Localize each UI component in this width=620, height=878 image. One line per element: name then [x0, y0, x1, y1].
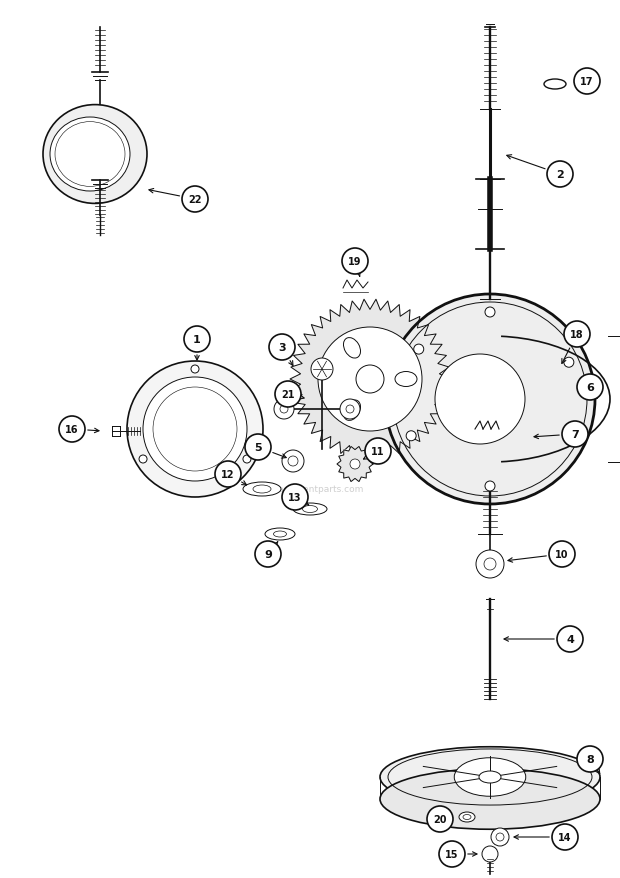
Circle shape [547, 162, 573, 188]
Polygon shape [337, 447, 373, 482]
Circle shape [552, 824, 578, 850]
Ellipse shape [50, 118, 130, 191]
Ellipse shape [243, 482, 281, 496]
Ellipse shape [454, 758, 526, 796]
Ellipse shape [343, 400, 360, 421]
Circle shape [59, 416, 85, 443]
Text: 14: 14 [558, 832, 572, 842]
Circle shape [269, 335, 295, 361]
Circle shape [485, 307, 495, 318]
Text: 17: 17 [580, 77, 594, 87]
Ellipse shape [544, 80, 566, 90]
Circle shape [182, 187, 208, 212]
Circle shape [577, 375, 603, 400]
Circle shape [564, 358, 574, 368]
Circle shape [562, 421, 588, 448]
Circle shape [414, 345, 423, 355]
Ellipse shape [143, 378, 247, 481]
Text: 1: 1 [193, 335, 201, 344]
Text: 12: 12 [221, 470, 235, 479]
Circle shape [427, 806, 453, 832]
Text: 5: 5 [254, 443, 262, 452]
Circle shape [255, 542, 281, 567]
Circle shape [139, 456, 147, 464]
Text: 6: 6 [586, 383, 594, 392]
Circle shape [243, 456, 251, 464]
Text: 10: 10 [556, 550, 569, 559]
Circle shape [574, 68, 600, 95]
Text: 7: 7 [571, 429, 579, 440]
Circle shape [439, 841, 465, 867]
Ellipse shape [395, 372, 417, 387]
Circle shape [406, 431, 416, 442]
Text: ereplacementparts.com: ereplacementparts.com [256, 485, 364, 494]
Circle shape [577, 746, 603, 772]
Text: 20: 20 [433, 814, 447, 824]
Circle shape [274, 399, 294, 420]
Circle shape [557, 626, 583, 652]
Ellipse shape [43, 105, 147, 205]
Text: 3: 3 [278, 342, 286, 353]
Polygon shape [290, 300, 450, 459]
Ellipse shape [265, 529, 295, 540]
Ellipse shape [380, 747, 600, 808]
Ellipse shape [479, 771, 501, 783]
Ellipse shape [343, 338, 360, 358]
Text: 2: 2 [556, 169, 564, 180]
Text: 13: 13 [288, 493, 302, 502]
Text: 16: 16 [65, 425, 79, 435]
Circle shape [275, 382, 301, 407]
Ellipse shape [380, 769, 600, 830]
Text: 11: 11 [371, 447, 385, 457]
Circle shape [482, 846, 498, 862]
Circle shape [564, 321, 590, 348]
Ellipse shape [459, 812, 475, 822]
Circle shape [184, 327, 210, 353]
Circle shape [311, 358, 333, 380]
Text: 22: 22 [188, 195, 202, 205]
Circle shape [564, 431, 574, 442]
Text: 15: 15 [445, 849, 459, 859]
Circle shape [245, 435, 271, 460]
Circle shape [485, 481, 495, 492]
Circle shape [215, 462, 241, 487]
Circle shape [282, 450, 304, 472]
Circle shape [491, 828, 509, 846]
Text: 21: 21 [281, 390, 294, 399]
Text: 9: 9 [264, 550, 272, 559]
Circle shape [365, 438, 391, 464]
Circle shape [385, 295, 595, 505]
Circle shape [282, 485, 308, 510]
Circle shape [191, 365, 199, 373]
Circle shape [356, 365, 384, 393]
Circle shape [476, 551, 504, 579]
Circle shape [342, 248, 368, 275]
Text: 19: 19 [348, 256, 361, 267]
Text: 4: 4 [566, 634, 574, 644]
Circle shape [435, 355, 525, 444]
Ellipse shape [127, 362, 263, 498]
Circle shape [318, 327, 422, 431]
Circle shape [350, 459, 360, 470]
Text: 8: 8 [586, 754, 594, 764]
Circle shape [340, 399, 360, 420]
Circle shape [549, 542, 575, 567]
Ellipse shape [293, 503, 327, 515]
Text: 18: 18 [570, 329, 584, 340]
